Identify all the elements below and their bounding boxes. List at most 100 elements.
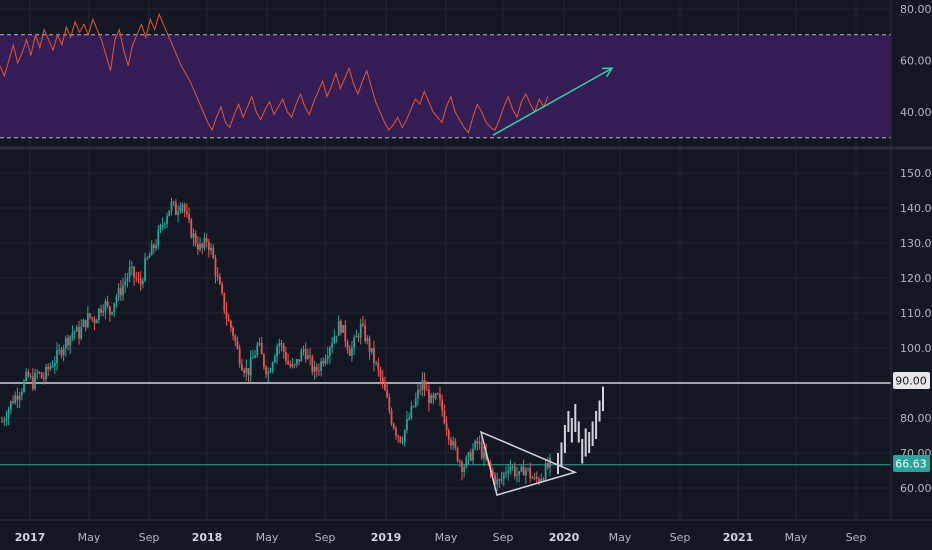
candle-body [450, 439, 452, 446]
candle-body [108, 306, 111, 315]
rsi-axis[interactable]: 80.00 60.00 40.00 [900, 3, 932, 119]
candle-body [322, 360, 325, 364]
triangle-pattern[interactable] [479, 430, 578, 496]
candle-body [260, 343, 263, 355]
candle-body [430, 395, 433, 403]
time-axis[interactable]: 2017 May Sep 2018 May Sep 2019 May Sep 2020 May Sep… [15, 531, 867, 544]
candle-body [491, 470, 494, 475]
candle-body [128, 267, 131, 278]
candle-body [69, 336, 72, 346]
candle-body [49, 366, 52, 369]
rsi-axis-tick-label: 60.00 [900, 55, 932, 68]
candle-body [544, 463, 547, 480]
candle-body [188, 214, 190, 220]
candle-body [298, 359, 301, 362]
candle-body [245, 368, 248, 374]
price-axis-tick-label: 110.00 [900, 307, 932, 320]
rsi-pane[interactable] [0, 12, 891, 139]
candle-body [529, 468, 532, 478]
time-axis-label: Sep [493, 531, 514, 544]
candle-body [282, 344, 285, 353]
candle-body [287, 360, 290, 365]
time-axis-label: May [78, 531, 101, 544]
candle-body [300, 350, 303, 362]
time-axis-label: Sep [139, 531, 160, 544]
candle-body [155, 245, 157, 249]
candle-body [104, 301, 107, 312]
candle-body [500, 478, 503, 481]
candle-body [267, 372, 270, 375]
candle-body [31, 376, 34, 389]
candle-body [240, 364, 243, 371]
candle-body [280, 343, 283, 345]
last-price-badge: 66.63 [893, 455, 930, 472]
candle-body [320, 360, 323, 371]
candle-body [423, 380, 426, 390]
candle-body [20, 391, 23, 396]
candle-body [342, 325, 345, 333]
candle-body [353, 337, 356, 348]
candle-body [271, 362, 274, 371]
candle-body [227, 318, 230, 322]
projected-bars[interactable] [557, 386, 604, 475]
candle-body [119, 287, 122, 296]
candle-body [111, 312, 113, 315]
candle-body [326, 355, 329, 359]
candle-body [168, 210, 171, 217]
candle-body [289, 364, 292, 367]
price-pane[interactable] [0, 197, 891, 496]
candle-body [458, 461, 461, 463]
candle-body [221, 284, 223, 293]
candle-body [64, 337, 67, 349]
candle-body [124, 281, 127, 286]
candle-body [40, 372, 43, 379]
rsi-trend-arrow[interactable] [492, 67, 614, 136]
time-axis-label: May [785, 531, 808, 544]
candle-body [524, 469, 527, 476]
candle-body [34, 372, 36, 389]
candle-body [130, 266, 133, 268]
candle-body [518, 471, 521, 475]
candle-body [436, 393, 439, 395]
candle-body [531, 477, 534, 479]
price-axis[interactable]: 150.00 140.00 130.00 120.00 110.00 100.00 80.0… [900, 167, 932, 495]
candle-body [238, 348, 241, 365]
candles [1, 197, 551, 491]
candle-body [141, 280, 144, 285]
candle-body [384, 381, 386, 391]
candle-body [285, 352, 287, 361]
candle-body [507, 470, 510, 473]
candle-body [315, 366, 318, 371]
last-price-label: 66.63 [895, 458, 927, 471]
candle-body [159, 225, 162, 231]
rsi-arrow-shaft [492, 67, 613, 136]
time-axis-label: May [256, 531, 279, 544]
candle-body [177, 211, 179, 216]
candle-body [91, 317, 94, 319]
time-axis-label: May [435, 531, 458, 544]
candle-body [520, 466, 523, 472]
candle-body [410, 406, 413, 419]
candle-body [397, 435, 400, 437]
candle-body [80, 326, 83, 339]
rsi-line[interactable] [0, 12, 549, 134]
candle-body [148, 255, 151, 258]
candle-body [362, 323, 364, 326]
candle-body [100, 308, 102, 313]
candle-body [139, 278, 142, 285]
candle-body [412, 406, 415, 408]
candle-body [489, 463, 492, 471]
time-axis-label: 2017 [15, 531, 46, 544]
candle-body [170, 201, 173, 211]
candle-body [463, 467, 466, 472]
rsi-overbought-oversold-band [0, 34, 891, 138]
candle-body [89, 313, 91, 318]
candle-body [135, 277, 138, 279]
candle-body [333, 336, 336, 344]
candle-body [210, 247, 212, 251]
candle-body [456, 447, 459, 462]
candle-body [185, 211, 188, 215]
candle-body [441, 399, 444, 411]
candle-body [439, 393, 441, 400]
